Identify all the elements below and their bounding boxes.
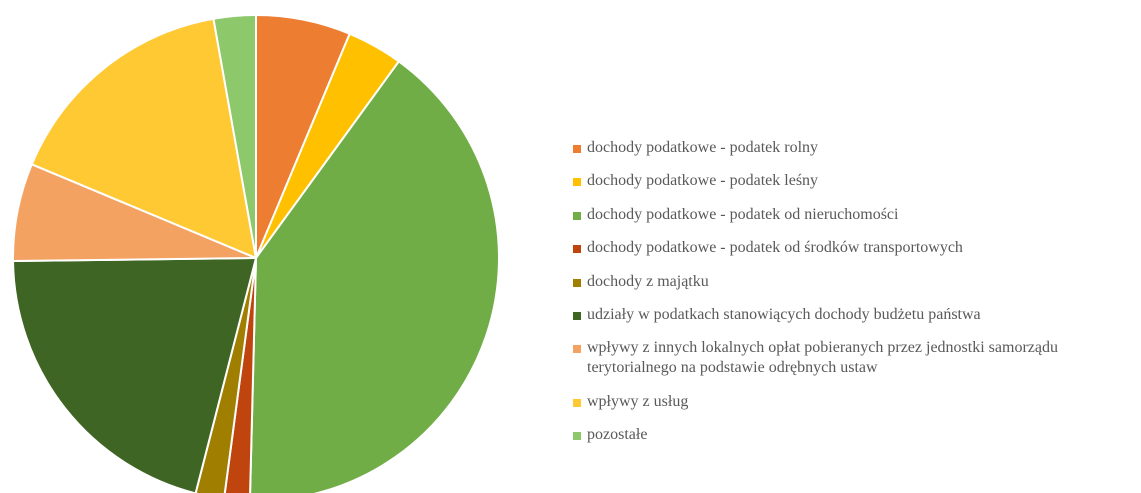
legend-label: dochody podatkowe - podatek od nieruchom…: [587, 205, 899, 223]
legend-swatch: [573, 432, 581, 441]
legend-label: dochody podatkowe - podatek leśny: [587, 172, 819, 190]
legend-swatch: [573, 245, 581, 254]
legend-label: wpływy z innych lokalnych opłat pobieran…: [587, 339, 1058, 377]
legend-label: wpływy z usług: [587, 392, 689, 410]
legend-swatch: [573, 311, 581, 320]
legend-label: dochody z majątku: [587, 272, 709, 290]
legend-item-4: dochody podatkowe - podatek od środków t…: [573, 238, 1138, 258]
legend-item-2: dochody podatkowe - podatek leśny: [573, 171, 1138, 191]
legend-swatch: [573, 398, 581, 407]
pie-slice-8: [30, 17, 257, 259]
legend-item-9: pozostałe: [573, 425, 1138, 445]
legend-label: pozostałe: [587, 426, 648, 444]
legend-swatch: [573, 178, 581, 187]
legend-label: dochody podatkowe - podatek od środków t…: [587, 239, 963, 257]
legend-label: udziały w podatkach stanowiących dochody…: [587, 305, 981, 323]
legend-item-3: dochody podatkowe - podatek od nieruchom…: [573, 205, 1138, 225]
legend-item-7: wpływy z innych lokalnych opłat pobieran…: [573, 338, 1138, 378]
pie-plot: [12, 14, 500, 493]
pie-slice-3: [249, 60, 500, 493]
legend-swatch: [573, 345, 581, 354]
pie-slice-6: [12, 257, 257, 493]
legend-swatch: [573, 278, 581, 287]
legend-label: dochody podatkowe - podatek rolny: [587, 139, 819, 156]
legend-item-6: udziały w podatkach stanowiących dochody…: [573, 305, 1138, 325]
chart-legend: dochody podatkowe - podatek rolny dochody…: [573, 138, 1138, 459]
legend-item-1: dochody podatkowe - podatek rolny: [573, 138, 1138, 158]
legend-swatch: [573, 211, 581, 220]
legend-item-8: wpływy z usług: [573, 392, 1138, 412]
legend-swatch: [573, 145, 581, 153]
legend-item-5: dochody z majątku: [573, 272, 1138, 292]
pie-slice-9: [212, 14, 257, 259]
